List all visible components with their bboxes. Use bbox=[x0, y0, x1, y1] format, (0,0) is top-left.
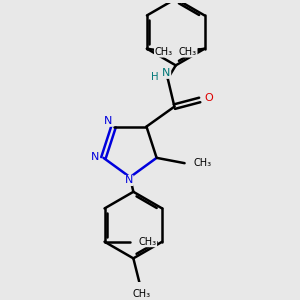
Text: N: N bbox=[104, 116, 112, 126]
Text: H: H bbox=[151, 72, 158, 82]
Text: CH₃: CH₃ bbox=[139, 237, 157, 247]
Text: CH₃: CH₃ bbox=[194, 158, 212, 168]
Text: N: N bbox=[91, 152, 99, 161]
Text: O: O bbox=[204, 93, 213, 103]
Text: CH₃: CH₃ bbox=[179, 47, 197, 57]
Text: N: N bbox=[162, 68, 171, 78]
Text: CH₃: CH₃ bbox=[154, 47, 172, 57]
Text: N: N bbox=[124, 176, 133, 185]
Text: CH₃: CH₃ bbox=[132, 289, 150, 299]
